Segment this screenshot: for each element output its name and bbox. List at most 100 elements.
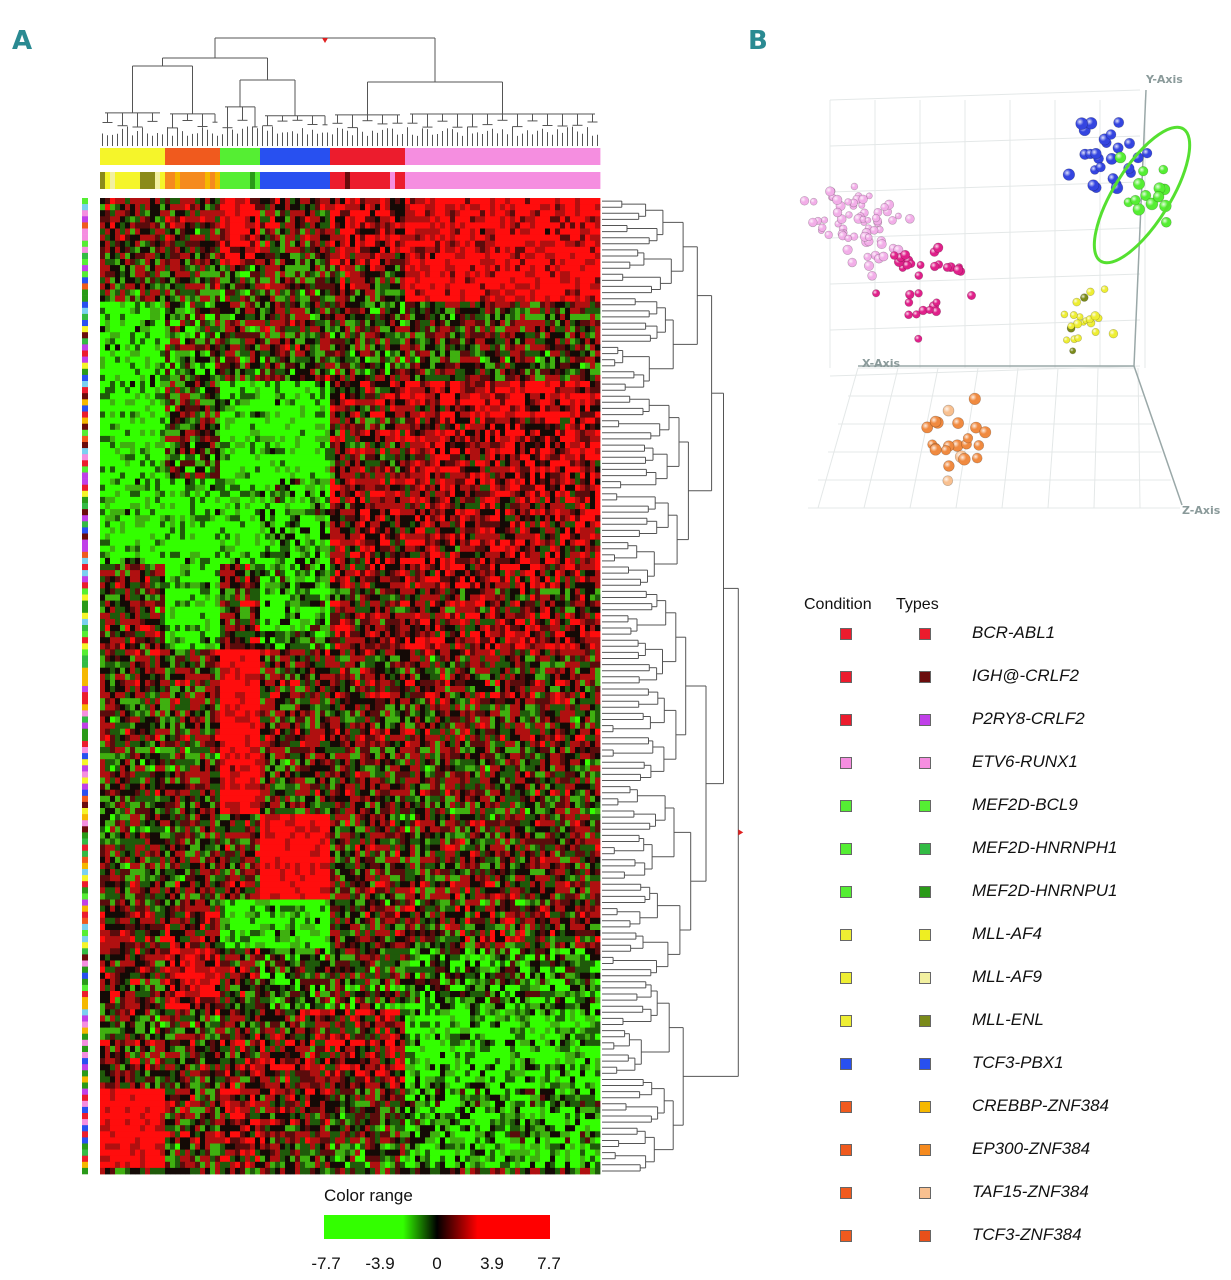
heatmap-cell bbox=[230, 252, 236, 260]
heatmap-cell bbox=[105, 246, 111, 254]
heatmap-cell bbox=[330, 368, 336, 376]
heatmap-cell bbox=[545, 362, 551, 370]
heatmap-cell bbox=[385, 338, 391, 345]
heatmap-cell bbox=[475, 301, 481, 309]
heatmap-cell bbox=[385, 246, 391, 254]
heatmap-cell bbox=[545, 228, 551, 235]
heatmap-cell bbox=[505, 332, 511, 339]
heatmap-cell bbox=[270, 393, 276, 400]
type-bar-segment bbox=[405, 172, 411, 189]
heatmap-cell bbox=[500, 295, 506, 303]
heatmap-cell bbox=[500, 326, 506, 333]
heatmap-cell bbox=[390, 216, 396, 223]
type-bar-segment bbox=[180, 172, 186, 189]
heatmap-cell bbox=[185, 454, 191, 461]
heatmap-cell bbox=[300, 265, 306, 272]
heatmap-cell bbox=[405, 381, 411, 388]
heatmap-cell bbox=[170, 240, 176, 248]
heatmap-cell bbox=[440, 271, 446, 278]
heatmap-cell bbox=[155, 423, 161, 431]
heatmap-cell bbox=[400, 198, 406, 205]
heatmap-cell bbox=[100, 356, 106, 364]
heatmap-cell bbox=[300, 460, 306, 467]
heatmap-cell bbox=[265, 332, 271, 339]
heatmap-cell bbox=[430, 356, 436, 364]
heatmap-cell bbox=[495, 448, 501, 455]
heatmap-cell bbox=[275, 252, 281, 260]
heatmap-cell bbox=[225, 350, 231, 357]
heatmap-cell bbox=[460, 307, 466, 315]
heatmap-cell bbox=[290, 210, 296, 217]
heatmap-cell bbox=[195, 460, 201, 467]
heatmap-cell bbox=[445, 289, 451, 296]
heatmap-cell bbox=[575, 210, 581, 217]
heatmap-cell bbox=[195, 222, 201, 229]
heatmap-cell bbox=[310, 356, 316, 364]
heatmap-cell bbox=[355, 295, 361, 303]
row-annotation-segment bbox=[82, 991, 88, 998]
heatmap-cell bbox=[205, 320, 211, 327]
heatmap-cell bbox=[240, 338, 246, 345]
heatmap-cell bbox=[145, 216, 151, 223]
heatmap-cell bbox=[335, 271, 341, 278]
heatmap-cell bbox=[465, 429, 471, 437]
heatmap-cell bbox=[370, 259, 376, 266]
heatmap-cell bbox=[285, 216, 291, 223]
heatmap-cell bbox=[365, 271, 371, 278]
heatmap-cell bbox=[290, 460, 296, 467]
heatmap-cell bbox=[390, 234, 396, 242]
row-annotation-segment bbox=[82, 307, 88, 315]
heatmap-cell bbox=[530, 344, 536, 351]
heatmap-cell bbox=[200, 423, 206, 431]
heatmap-cell bbox=[305, 423, 311, 431]
heatmap-cell bbox=[320, 320, 326, 327]
heatmap-cell bbox=[265, 448, 271, 455]
heatmap-cell bbox=[265, 271, 271, 278]
heatmap-cell bbox=[595, 435, 601, 443]
heatmap-cell bbox=[155, 368, 161, 376]
heatmap-cell bbox=[440, 234, 446, 242]
heatmap-cell bbox=[530, 295, 536, 303]
heatmap-cell bbox=[335, 252, 341, 260]
heatmap-cell bbox=[580, 435, 586, 443]
heatmap-cell bbox=[180, 265, 186, 272]
heatmap-cell bbox=[515, 259, 521, 266]
heatmap-cell bbox=[330, 454, 336, 461]
heatmap-cell bbox=[215, 442, 221, 449]
heatmap-cell bbox=[280, 350, 286, 357]
heatmap-cell bbox=[265, 313, 271, 321]
heatmap-cell bbox=[265, 442, 271, 449]
heatmap-cell bbox=[425, 362, 431, 370]
condition-bar-segment bbox=[140, 148, 146, 165]
heatmap-cell bbox=[375, 234, 381, 242]
heatmap-cell bbox=[460, 454, 466, 461]
heatmap-cell bbox=[510, 423, 516, 431]
heatmap-cell bbox=[580, 417, 586, 425]
heatmap-cell bbox=[405, 387, 411, 394]
heatmap-cell bbox=[295, 301, 301, 309]
heatmap-cell bbox=[120, 460, 126, 467]
heatmap-cell bbox=[575, 252, 581, 260]
heatmap-cell bbox=[280, 259, 286, 266]
heatmap-cell bbox=[200, 289, 206, 296]
heatmap-cell bbox=[545, 283, 551, 290]
heatmap-cell bbox=[485, 405, 491, 412]
heatmap-cell bbox=[555, 368, 561, 376]
heatmap-cell bbox=[545, 356, 551, 364]
heatmap-cell bbox=[230, 277, 236, 284]
heatmap-cell bbox=[355, 332, 361, 339]
heatmap-cell bbox=[255, 411, 261, 418]
heatmap-cell bbox=[190, 198, 196, 205]
heatmap-cell bbox=[315, 234, 321, 242]
heatmap-cell bbox=[395, 460, 401, 467]
heatmap-cell bbox=[365, 252, 371, 260]
heatmap-cell bbox=[490, 393, 496, 400]
heatmap-cell bbox=[255, 313, 261, 321]
heatmap-cell bbox=[235, 295, 241, 303]
heatmap-cell bbox=[565, 210, 571, 217]
heatmap-cell bbox=[270, 448, 276, 455]
heatmap-cell bbox=[590, 307, 596, 315]
heatmap-cell bbox=[325, 411, 331, 418]
heatmap-cell bbox=[470, 332, 476, 339]
heatmap-cell bbox=[490, 252, 496, 260]
